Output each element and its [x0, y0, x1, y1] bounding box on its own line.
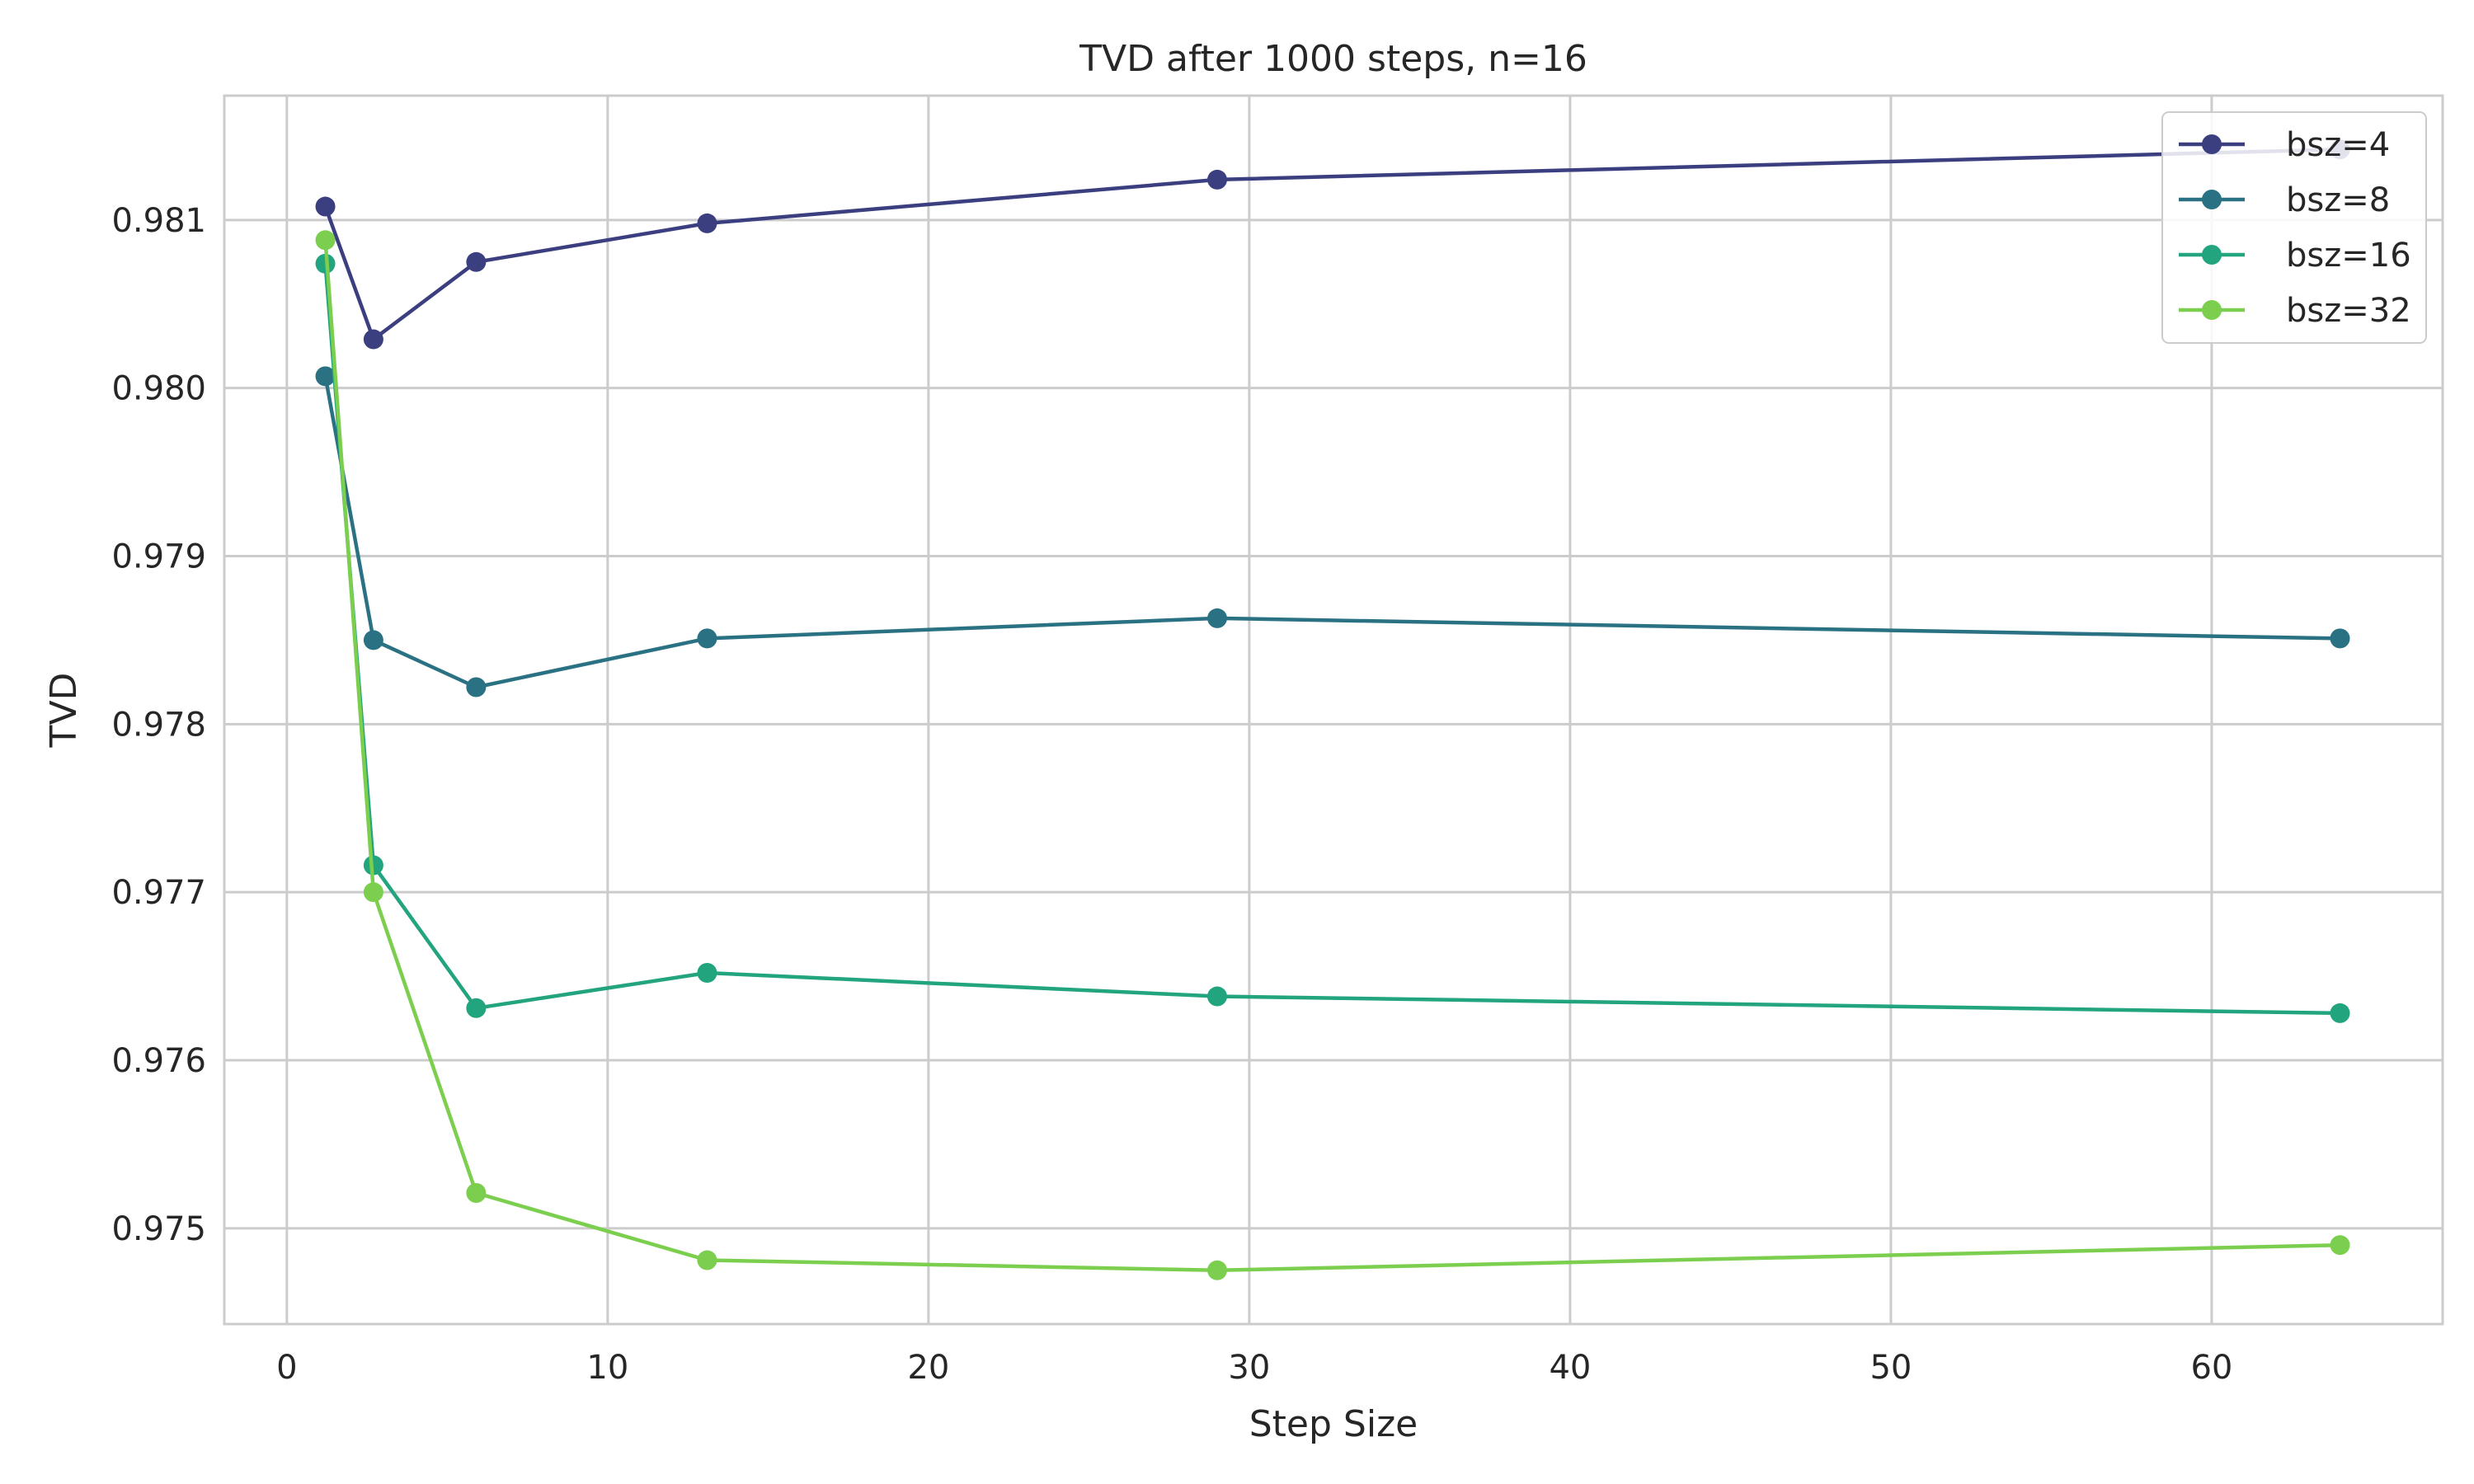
x-tick-label: 0: [276, 1349, 297, 1387]
series-bsz=8: [315, 366, 2350, 697]
legend-item: bsz=8: [2179, 181, 2390, 219]
x-tick-label: 30: [1228, 1349, 1270, 1387]
data-point: [363, 329, 383, 350]
data-point: [1206, 986, 1227, 1007]
data-point: [1206, 169, 1227, 190]
legend-label: bsz=16: [2286, 237, 2411, 275]
x-tick-label: 60: [2190, 1349, 2232, 1387]
legend-label: bsz=8: [2286, 181, 2390, 219]
legend-swatch-marker: [2202, 245, 2222, 265]
data-point: [697, 213, 717, 233]
data-point: [697, 962, 717, 983]
x-tick-label: 50: [1870, 1349, 1912, 1387]
legend-swatch-marker: [2202, 300, 2222, 320]
series-bsz=32: [315, 230, 2350, 1280]
series-line: [323, 240, 2340, 1273]
legend-label: bsz=4: [2286, 126, 2390, 164]
data-point: [315, 230, 336, 251]
grid: [224, 96, 2443, 1324]
y-tick-label: 0.981: [111, 202, 206, 240]
data-point: [2330, 628, 2350, 649]
series-line: [323, 375, 2340, 689]
legend: bsz=4 bsz=8 bsz=16 bsz=32: [2161, 111, 2427, 344]
x-tick-label: 40: [1549, 1349, 1591, 1387]
series-line: [323, 147, 2340, 341]
data-point: [315, 196, 336, 217]
data-point: [363, 882, 383, 903]
plot-background: [224, 96, 2443, 1324]
x-tick-labels: 0 10 20 30 40 50 60: [276, 1349, 2232, 1387]
data-point: [466, 1183, 487, 1204]
y-tick-labels: 0.975 0.976 0.977 0.978 0.979 0.980 0.981: [111, 202, 206, 1248]
data-point: [363, 630, 383, 650]
plot-frame: [223, 94, 2444, 1326]
data-point: [2330, 1235, 2350, 1256]
y-tick-label: 0.976: [111, 1042, 206, 1080]
legend-item: bsz=4: [2179, 126, 2390, 164]
legend-swatch-marker: [2202, 134, 2222, 154]
x-axis-label: Step Size: [1249, 1403, 1418, 1445]
y-tick-label: 0.975: [111, 1210, 206, 1248]
legend-swatch-marker: [2202, 190, 2222, 209]
data-point: [1206, 608, 1227, 628]
data-point: [466, 251, 487, 272]
data-point: [466, 998, 487, 1018]
data-point: [2330, 1003, 2350, 1023]
legend-label: bsz=32: [2286, 292, 2411, 330]
data-point: [697, 1250, 717, 1270]
legend-item: bsz=16: [2179, 237, 2411, 275]
y-tick-label: 0.980: [111, 370, 206, 408]
data-point: [1206, 1260, 1227, 1280]
y-tick-label: 0.978: [111, 706, 206, 744]
x-tick-label: 20: [907, 1349, 949, 1387]
legend-box: [2161, 111, 2427, 344]
y-tick-label: 0.979: [111, 538, 206, 575]
legend-item: bsz=32: [2179, 292, 2411, 330]
x-tick-label: 10: [586, 1349, 628, 1387]
y-tick-label: 0.977: [111, 874, 206, 912]
data-point: [363, 855, 383, 876]
chart-title: TVD after 1000 steps, n=16: [1079, 38, 1587, 80]
y-axis-label: TVD: [43, 673, 85, 749]
data-point: [315, 366, 336, 387]
data-point: [697, 628, 717, 649]
data-point: [466, 677, 487, 697]
series-layer: [315, 139, 2350, 1280]
